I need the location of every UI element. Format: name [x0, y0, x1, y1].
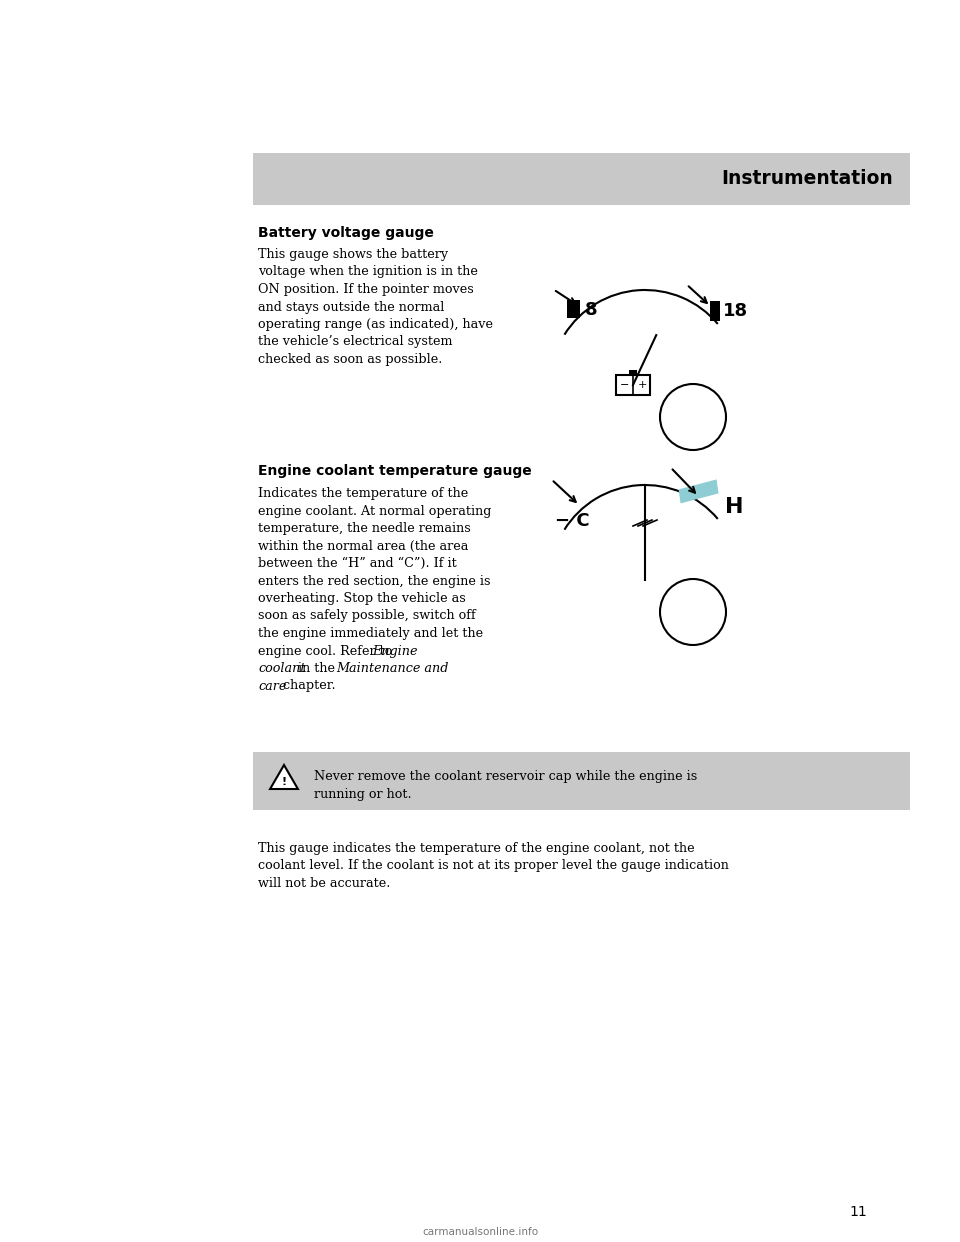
Circle shape [660, 579, 726, 645]
Text: engine coolant. At normal operating: engine coolant. At normal operating [258, 504, 492, 518]
Text: 18: 18 [723, 302, 748, 320]
Text: Indicates the temperature of the: Indicates the temperature of the [258, 487, 468, 501]
Text: This gauge indicates the temperature of the engine coolant, not the: This gauge indicates the temperature of … [258, 842, 695, 854]
Text: Engine: Engine [372, 645, 418, 657]
Text: within the normal area (the area: within the normal area (the area [258, 539, 468, 553]
Text: coolant level. If the coolant is not at its proper level the gauge indication: coolant level. If the coolant is not at … [258, 859, 729, 872]
Text: enters the red section, the engine is: enters the red section, the engine is [258, 575, 491, 587]
Text: Maintenance and: Maintenance and [336, 662, 448, 674]
Text: will not be accurate.: will not be accurate. [258, 877, 391, 891]
Text: checked as soon as possible.: checked as soon as possible. [258, 353, 443, 366]
Text: −: − [620, 380, 629, 390]
Text: 11: 11 [850, 1205, 867, 1218]
Text: care: care [258, 679, 286, 693]
Bar [616, 375, 650, 395]
Text: chapter.: chapter. [278, 679, 335, 693]
Text: ON position. If the pointer moves: ON position. If the pointer moves [258, 283, 473, 296]
Text: overheating. Stop the vehicle as: overheating. Stop the vehicle as [258, 592, 466, 605]
Text: Never remove the coolant reservoir cap while the engine is: Never remove the coolant reservoir cap w… [314, 770, 697, 782]
Bar [253, 751, 910, 810]
Text: the engine immediately and let the: the engine immediately and let the [258, 627, 483, 640]
Text: carmanualsonline.info: carmanualsonline.info [422, 1227, 538, 1237]
Text: running or hot.: running or hot. [314, 787, 412, 801]
Bar [709, 302, 720, 322]
Text: in the: in the [295, 662, 339, 674]
Text: +: + [637, 380, 647, 390]
Circle shape [660, 384, 726, 450]
Text: − C: − C [556, 513, 590, 530]
Text: between the “H” and “C”). If it: between the “H” and “C”). If it [258, 556, 457, 570]
Bar [629, 370, 637, 375]
Text: Engine coolant temperature gauge: Engine coolant temperature gauge [258, 465, 532, 478]
Text: coolant: coolant [258, 662, 305, 674]
Text: soon as safely possible, switch off: soon as safely possible, switch off [258, 610, 476, 622]
Text: voltage when the ignition is in the: voltage when the ignition is in the [258, 266, 478, 278]
Polygon shape [679, 479, 719, 503]
Polygon shape [270, 765, 298, 789]
Text: !: ! [281, 777, 287, 787]
Text: H: H [725, 497, 743, 518]
Text: engine cool. Refer to: engine cool. Refer to [258, 645, 396, 657]
Text: and stays outside the normal: and stays outside the normal [258, 301, 444, 313]
Text: Instrumentation: Instrumentation [721, 169, 893, 189]
Text: Battery voltage gauge: Battery voltage gauge [258, 226, 434, 240]
Bar [253, 153, 910, 205]
Text: 8: 8 [585, 302, 597, 319]
Bar [567, 301, 581, 318]
Text: operating range (as indicated), have: operating range (as indicated), have [258, 318, 493, 332]
Text: This gauge shows the battery: This gauge shows the battery [258, 248, 448, 261]
Text: the vehicle’s electrical system: the vehicle’s electrical system [258, 335, 452, 349]
Text: temperature, the needle remains: temperature, the needle remains [258, 522, 470, 535]
